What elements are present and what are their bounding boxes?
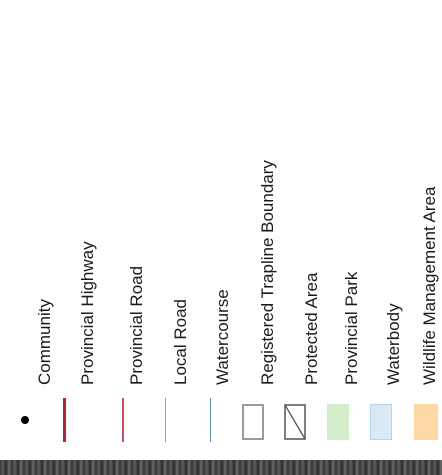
- trapline-boundary-box-icon: [242, 404, 264, 440]
- legend-label-local-road: Local Road: [171, 298, 190, 385]
- community-dot-icon: [21, 416, 29, 424]
- map-legend: Community Provincial Highway Provincial …: [21, 160, 439, 442]
- provincial-road-line-icon: [122, 398, 124, 442]
- provincial-park-box-icon: [327, 404, 349, 440]
- map-imagery-strip: [0, 460, 442, 475]
- legend-label-registered-trapline-boundary: Registered Trapline Boundary: [258, 160, 277, 385]
- legend-label-protected-area: Protected Area: [302, 272, 321, 385]
- legend-label-waterbody: Waterbody: [384, 303, 403, 385]
- legend-label-community: Community: [35, 299, 54, 385]
- provincial-highway-line-icon: [63, 398, 66, 442]
- waterbody-box-icon: [370, 404, 392, 440]
- local-road-line-icon: [165, 398, 166, 442]
- wildlife-management-area-box-icon: [414, 404, 438, 440]
- protected-area-hatched-box-icon: [284, 404, 306, 440]
- legend-label-provincial-road: Provincial Road: [127, 265, 146, 385]
- legend-label-provincial-highway: Provincial Highway: [78, 241, 97, 385]
- watercourse-line-icon: [210, 398, 211, 442]
- legend-label-watercourse: Watercourse: [213, 289, 232, 385]
- legend-label-provincial-park: Provincial Park: [342, 271, 361, 385]
- legend-label-wildlife-management-area: Wildlife Management Area: [420, 186, 439, 385]
